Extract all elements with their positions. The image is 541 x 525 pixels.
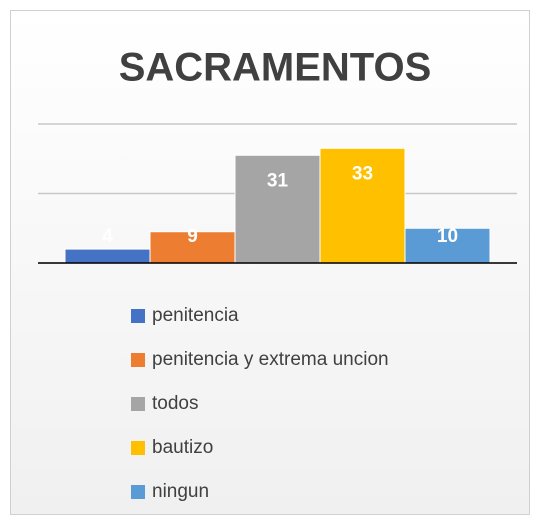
legend-swatch <box>131 441 145 455</box>
legend-swatch <box>131 485 145 499</box>
data-label: 33 <box>352 163 373 184</box>
legend-label: penitencia <box>152 305 239 326</box>
bar <box>64 248 151 264</box>
legend-swatch <box>131 353 145 367</box>
data-label: 4 <box>102 226 113 247</box>
data-label: 10 <box>437 226 458 247</box>
legend-label: bautizo <box>152 437 213 458</box>
bar <box>234 154 321 264</box>
bar <box>149 231 236 264</box>
chart-title: SACRAMENTOS <box>119 46 432 90</box>
legend-label: penitencia y extrema uncion <box>152 349 389 370</box>
legend-label: todos <box>152 393 198 414</box>
data-label: 31 <box>267 170 289 191</box>
legend-swatch <box>131 309 145 323</box>
data-label: 9 <box>187 226 198 247</box>
legend-label: ningun <box>152 481 209 502</box>
legend-swatch <box>131 397 145 411</box>
bar <box>319 147 406 264</box>
